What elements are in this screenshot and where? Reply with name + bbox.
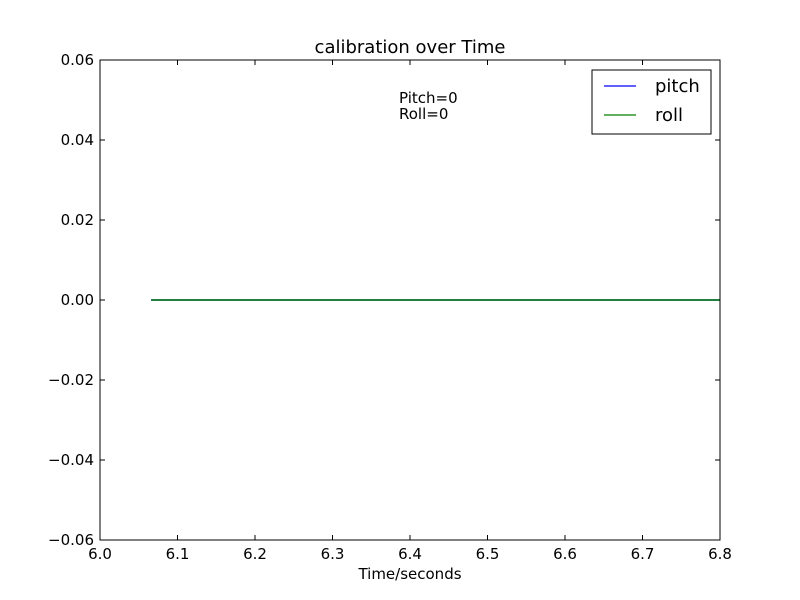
annotation-roll: Roll=0 xyxy=(399,105,448,123)
x-tick-label: 6.4 xyxy=(398,545,422,563)
plot-frame xyxy=(99,59,721,541)
x-tick-label: 6.6 xyxy=(553,545,577,563)
y-tick-label: −0.04 xyxy=(48,451,94,469)
y-tick-label: 0.02 xyxy=(61,211,94,229)
x-tick-label: 6.3 xyxy=(321,545,345,563)
x-tick-label: 6.1 xyxy=(166,545,190,563)
x-axis-label: Time/seconds xyxy=(357,565,461,583)
y-tick-label: 0.00 xyxy=(61,291,94,309)
annotation-pitch: Pitch=0 xyxy=(399,89,458,107)
chart-title: calibration over Time xyxy=(315,37,506,58)
legend-box xyxy=(591,69,712,135)
x-tick-label: 6.5 xyxy=(476,545,500,563)
x-axis-ticks: 6.0 6.1 6.2 6.3 6.4 6.5 6.6 6.7 6.8 xyxy=(88,60,732,563)
legend: pitch roll xyxy=(591,69,712,135)
y-tick-label: −0.06 xyxy=(48,531,94,549)
legend-label-roll: roll xyxy=(655,105,683,126)
y-tick-label: −0.02 xyxy=(48,371,94,389)
x-tick-label: 6.7 xyxy=(631,545,655,563)
y-tick-label: 0.04 xyxy=(61,131,94,149)
y-axis-ticks: −0.06 −0.04 −0.02 0.00 0.02 0.04 0.06 xyxy=(48,51,720,549)
x-tick-label: 6.0 xyxy=(88,545,112,563)
y-tick-label: 0.06 xyxy=(61,51,94,69)
x-tick-label: 6.2 xyxy=(243,545,267,563)
legend-label-pitch: pitch xyxy=(655,76,700,97)
x-tick-label: 6.8 xyxy=(708,545,732,563)
